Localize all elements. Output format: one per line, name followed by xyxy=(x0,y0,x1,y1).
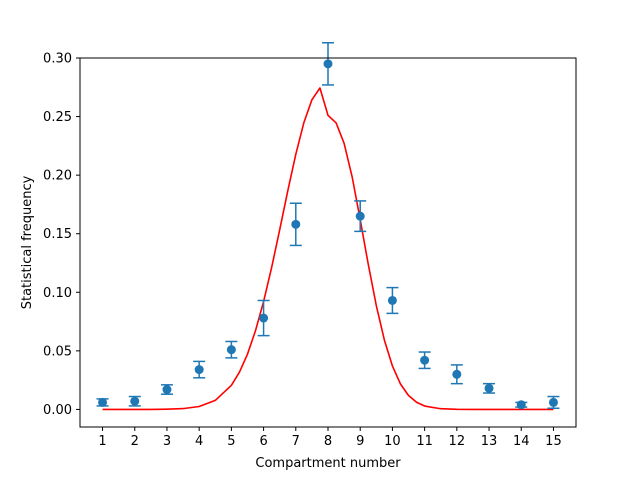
x-axis: 1 2 3 4 5 6 7 8 9 10 11 12 13 14 15 xyxy=(98,427,562,449)
data-point xyxy=(420,355,430,365)
x-tick-label: 4 xyxy=(195,434,203,449)
data-point xyxy=(323,59,333,69)
data-point xyxy=(98,397,108,407)
data-point xyxy=(548,397,558,407)
plot-area xyxy=(96,42,560,411)
y-tick-label: 0.10 xyxy=(43,286,72,301)
x-tick-label: 6 xyxy=(259,434,267,449)
x-tick-label: 14 xyxy=(513,434,530,449)
fit-curve xyxy=(102,87,554,411)
y-tick-label: 0.00 xyxy=(43,403,72,418)
y-tick-label: 0.20 xyxy=(43,169,72,184)
x-tick-label: 12 xyxy=(449,434,466,449)
x-tick-label: 9 xyxy=(356,434,364,449)
x-tick-label: 10 xyxy=(384,434,401,449)
x-tick-label: 13 xyxy=(481,434,498,449)
data-point xyxy=(355,211,365,221)
x-axis-label: Compartment number xyxy=(255,456,401,471)
x-tick-label: 3 xyxy=(163,434,171,449)
data-point xyxy=(291,219,301,229)
x-tick-label: 1 xyxy=(98,434,106,449)
data-point xyxy=(484,383,494,393)
data-point xyxy=(194,365,204,375)
y-tick-label: 0.30 xyxy=(43,52,72,67)
y-tick-label: 0.25 xyxy=(43,110,72,125)
data-point xyxy=(452,369,462,379)
x-tick-label: 2 xyxy=(131,434,139,449)
data-point xyxy=(130,396,140,406)
x-tick-label: 5 xyxy=(227,434,235,449)
data-point xyxy=(387,295,397,305)
data-point xyxy=(516,400,526,410)
x-tick-label: 7 xyxy=(292,434,300,449)
y-axis-label: Statistical frequency xyxy=(20,175,35,309)
x-tick-label: 8 xyxy=(324,434,332,449)
x-tick-label: 11 xyxy=(416,434,433,449)
y-axis: 0.00 0.05 0.10 0.15 0.20 0.25 0.30 xyxy=(43,52,80,418)
data-point xyxy=(259,313,269,323)
data-point xyxy=(226,345,236,355)
x-tick-label: 15 xyxy=(545,434,562,449)
y-tick-label: 0.05 xyxy=(43,344,72,359)
data-point xyxy=(162,385,172,395)
y-tick-label: 0.15 xyxy=(43,227,72,242)
